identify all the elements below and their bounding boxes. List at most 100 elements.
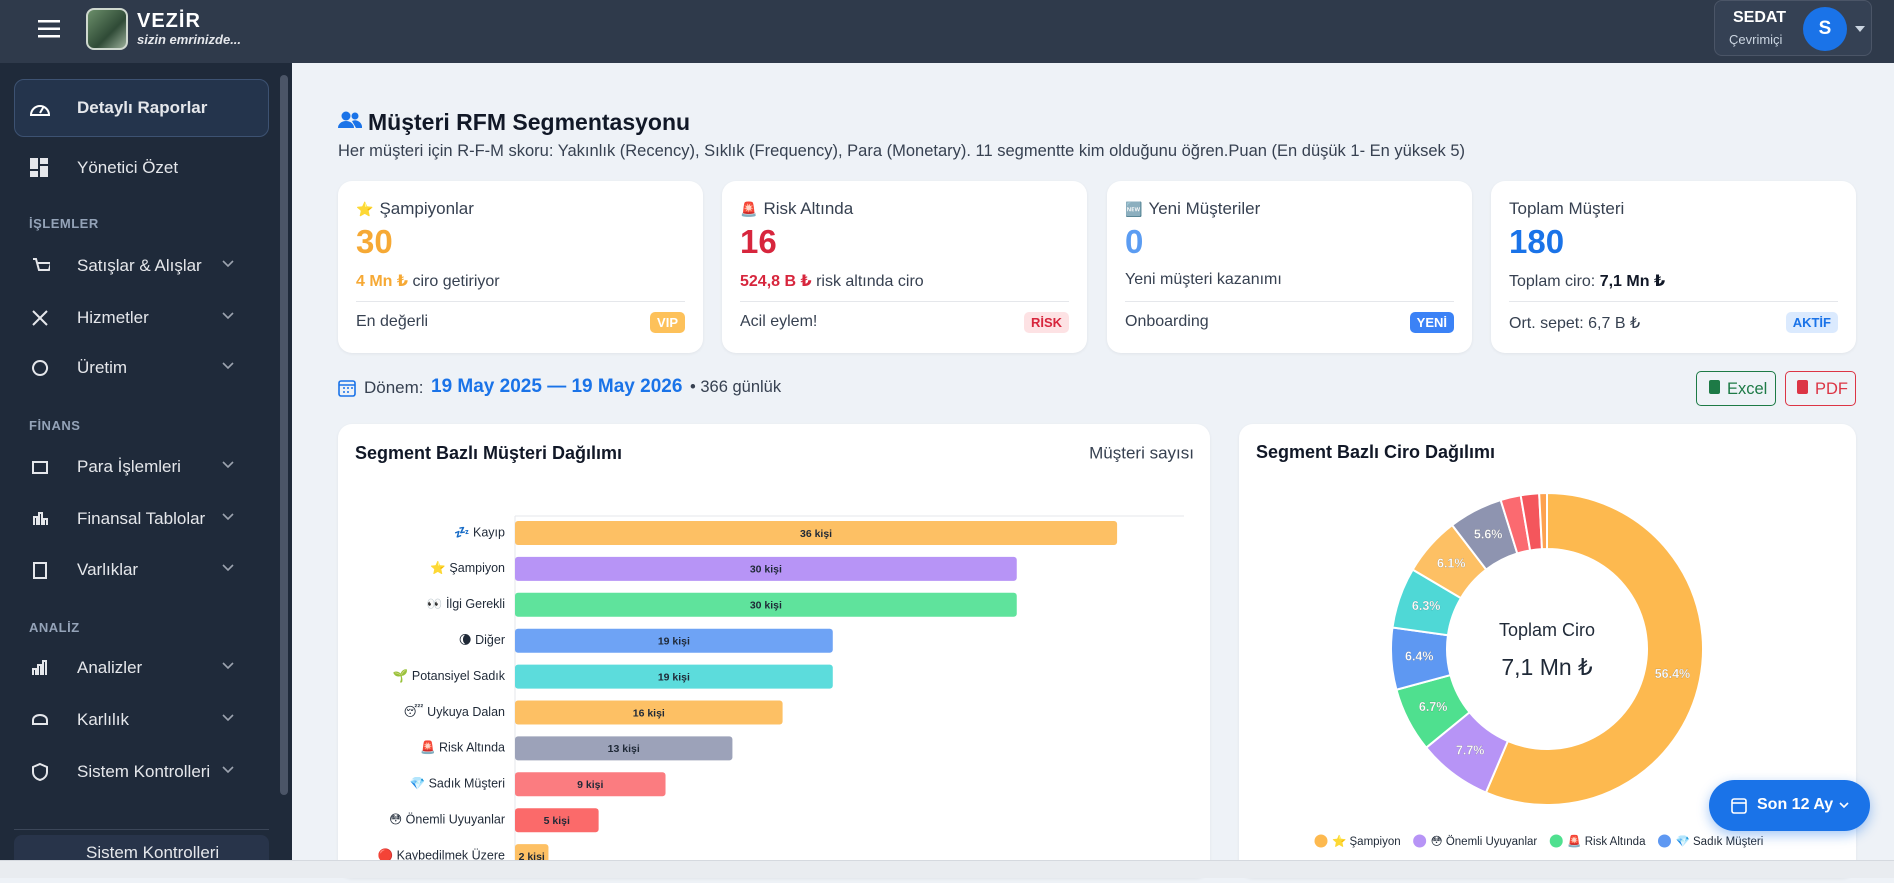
- kpi-badge: VIP: [650, 312, 685, 333]
- category-label: 🔴 Kaybedilmek Üzere: [378, 847, 505, 862]
- menu-item[interactable]: Üretim: [0, 348, 280, 388]
- bar: [515, 700, 783, 725]
- calendar-icon: [338, 380, 356, 397]
- menu-icon: [32, 660, 47, 675]
- menu-item[interactable]: Satışlar & Alışlar: [0, 246, 280, 286]
- user-status: Çevrimiçi: [1729, 32, 1783, 47]
- slice-label: 7.7%: [1456, 744, 1485, 758]
- slice-label: 56.4%: [1655, 667, 1690, 681]
- chevron-shape: [222, 564, 234, 572]
- category-label: ⭐ Şampiyon: [430, 560, 505, 575]
- scrollbar: [280, 75, 288, 795]
- menu-item[interactable]: Karlılık: [0, 700, 280, 740]
- kpi-divider: [356, 301, 685, 302]
- chart-title: Segment Bazlı Müşteri Dağılımı: [355, 443, 622, 463]
- category-label: 😳 Önemli Uyuyanlar: [389, 812, 505, 826]
- menu-item[interactable]: Hizmetler: [0, 298, 280, 338]
- bar-card: Segment Bazlı Müşteri Dağılımı Müşteri s…: [338, 424, 1210, 878]
- kpi-badge: RİSK: [1023, 312, 1069, 333]
- avatar: S: [1803, 7, 1847, 51]
- bottom-strip: [0, 860, 1894, 878]
- kpi-text-label: ciro getiriyor: [412, 273, 500, 290]
- bar-value-label: 30 kişi: [750, 564, 782, 576]
- bar: [515, 592, 1017, 617]
- menu-item[interactable]: Sistem Kontrolleri: [0, 752, 280, 792]
- menu-label: Sistem Kontrolleri: [86, 843, 220, 862]
- menu-label: Karlılık: [77, 710, 129, 729]
- category-label: 🌘 Diğer: [459, 633, 505, 647]
- menu-icon: [33, 562, 47, 579]
- pdf-button[interactable]: PDF: [1785, 371, 1856, 406]
- slice-label: 6.7%: [1419, 700, 1448, 714]
- kpi-text-label: Toplam ciro:: [1509, 273, 1596, 290]
- legend-swatch: [1314, 834, 1328, 848]
- bar-value-label: 9 kişi: [577, 779, 603, 791]
- menu-section: İŞLEMLER: [29, 216, 99, 231]
- chevron-shape: [222, 766, 234, 774]
- icon-shape: [32, 360, 49, 376]
- bar-chart: Segment Bazlı Müşteri Dağılımı Müşteri s…: [355, 443, 1194, 878]
- kpi-divider: [740, 301, 1069, 302]
- kpi-title-text: Yeni Müşteriler: [1148, 199, 1261, 218]
- kpi-card: Toplam Müşteri 180 Toplam ciro: 7,1 Mn ₺ Or…: [1491, 181, 1856, 353]
- kpi-highlight: 524,8 B ₺: [740, 273, 812, 290]
- chart-title: Segment Bazlı Ciro Dağılımı: [1256, 442, 1495, 462]
- kpi-text: 4 Mn ₺ ciro getiriyor: [356, 271, 500, 291]
- kpi-title-text: Risk Altında: [763, 199, 854, 218]
- chevron-shape: [222, 312, 234, 320]
- bar: [515, 664, 833, 689]
- sidebar: Detaylı Raporlar Yönetici Özet İŞLEMLER S…: [0, 63, 292, 878]
- kpi-title: 🚨 Risk Altında: [740, 199, 853, 219]
- menu-label: Satışlar & Alışlar: [77, 256, 202, 275]
- icon-shape: [32, 714, 48, 725]
- kpi-title: ⭐ Şampiyonlar: [356, 199, 474, 219]
- menu-item[interactable]: Para İşlemleri: [0, 447, 280, 487]
- kpi-badge: YENİ: [1409, 312, 1454, 333]
- menu-label: Para İşlemleri: [77, 457, 181, 476]
- page-title: Müşteri RFM Segmentasyonu: [368, 109, 691, 135]
- bar: [515, 556, 1017, 581]
- menu-item-active[interactable]: Detaylı Raporlar: [14, 79, 269, 137]
- menu-item[interactable]: Varlıklar: [0, 550, 280, 590]
- menu-label: Sistem Kontrolleri: [77, 762, 211, 781]
- bar-value-label: 19 kişi: [658, 671, 690, 683]
- menu-icon: [32, 714, 48, 725]
- donut-slice: [1484, 491, 1704, 806]
- chevron-shape: [222, 362, 234, 370]
- menu-item[interactable]: Yönetici Özet: [0, 148, 280, 188]
- range-button[interactable]: Son 12 Ay: [1709, 780, 1870, 831]
- period-range: 19 May 2025 — 19 May 2026: [431, 376, 683, 397]
- menu-item[interactable]: Finansal Tablolar: [0, 499, 280, 539]
- chevron: [222, 461, 234, 469]
- category-label: 😴 Uykuya Dalan: [404, 704, 505, 719]
- excel-button[interactable]: Excel: [1696, 371, 1776, 406]
- kpi-value: 16: [740, 223, 777, 260]
- kpi-footer: Onboarding: [1125, 313, 1209, 330]
- kpi-value: 0: [1125, 223, 1144, 260]
- menu-label: Üretim: [77, 358, 128, 377]
- legend-swatch: [1657, 834, 1671, 848]
- slice-label: 6.4%: [1405, 649, 1434, 663]
- icon-shape: [32, 461, 48, 474]
- kpi-text: Toplam ciro: 7,1 Mn ₺: [1509, 271, 1665, 291]
- icon-shape: [32, 660, 47, 675]
- menu-toggle[interactable]: [38, 19, 62, 39]
- chevron-shape: [222, 662, 234, 670]
- bar-value-label: 19 kişi: [658, 635, 690, 647]
- kpi-icon: ⭐: [356, 201, 374, 217]
- chevron: [222, 766, 234, 774]
- menu-label: Detaylı Raporlar: [77, 98, 208, 117]
- kpi-badge: AKTİF: [1785, 312, 1838, 333]
- donut-chart: Segment Bazlı Ciro Dağılımı Toplam Ciro …: [1256, 442, 1763, 848]
- chevron: [222, 513, 234, 521]
- legend-swatch: [1549, 834, 1563, 848]
- menu-item[interactable]: Analizler: [0, 648, 280, 688]
- menu-icon: [33, 512, 48, 525]
- menu-icon: [32, 461, 48, 474]
- kpi-title: 🆕 Yeni Müşteriler: [1125, 199, 1260, 219]
- chevron: [222, 662, 234, 670]
- chevron: [222, 564, 234, 572]
- kpi-divider: [1509, 301, 1838, 302]
- bar-value-label: 30 kişi: [750, 600, 782, 612]
- user-box[interactable]: SEDAT Çevrimiçi S: [1714, 0, 1872, 56]
